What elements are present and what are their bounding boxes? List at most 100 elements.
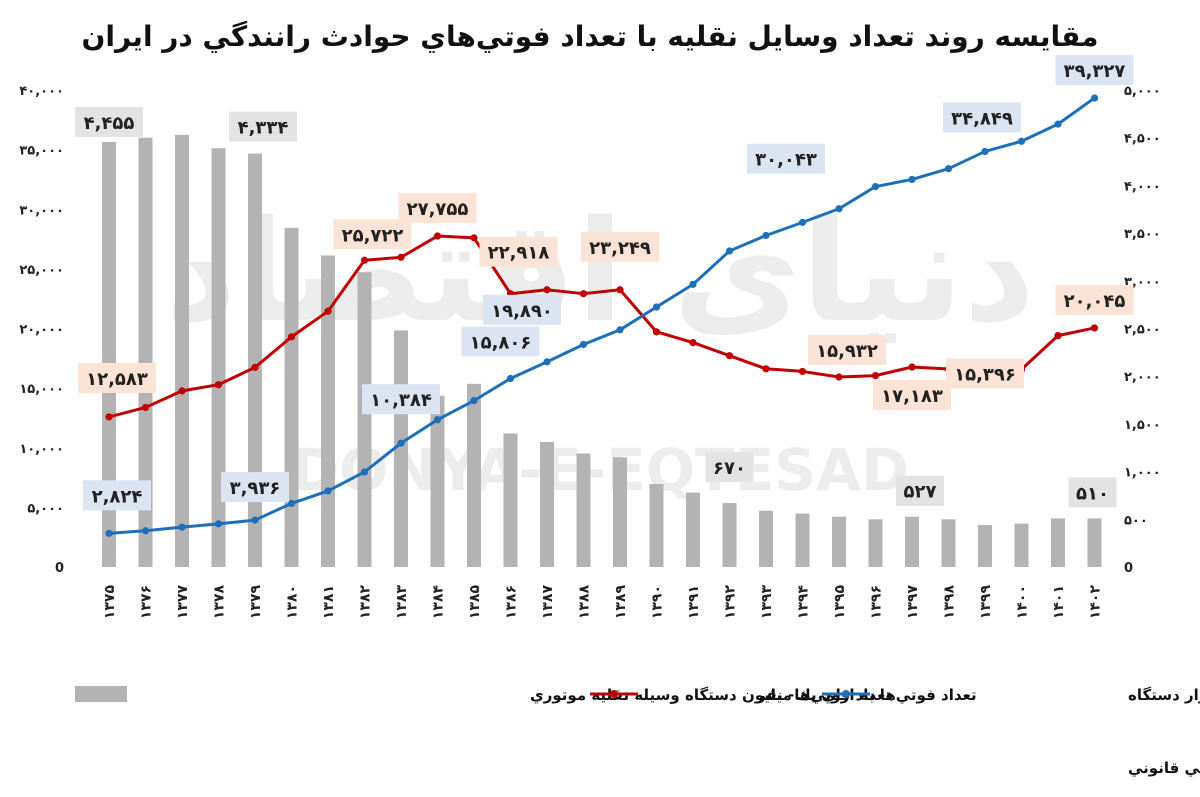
left-axis: 0 ۵,۰۰۰ ۱۰,۰۰۰ ۱۵,۰۰۰ ۲۰,۰۰۰ ۲۵,۰۰۰ ۳۰,۰۰۰ ۳۵,۰… <box>19 84 64 576</box>
bar <box>649 484 664 567</box>
data-label: ۲۰,۰۴۵ <box>1064 291 1126 312</box>
bar <box>759 510 773 567</box>
bar <box>248 153 262 567</box>
data-label: ۲۵,۷۲۲ <box>342 225 404 246</box>
deaths-point <box>178 387 186 395</box>
right-axis-tick: ۳,۵۰۰ <box>1124 227 1161 242</box>
data-label-box <box>221 472 289 503</box>
left-axis-tick: ۱۵,۰۰۰ <box>19 382 64 397</box>
x-tick-label: ۱۳۹۳ <box>759 585 775 620</box>
data-label-box <box>896 475 944 506</box>
vehicles-point <box>287 499 296 508</box>
vehicles-point <box>652 303 661 311</box>
legend-label-bars: تعداد فوتي‌ها به ازاي يك ميليون دستگاه و… <box>530 686 977 705</box>
x-tick-label: ۱۳۸۱ <box>321 585 337 619</box>
data-label-box <box>1055 55 1134 86</box>
deaths-point <box>360 256 369 264</box>
data-label: ۱۵,۸۰۶ <box>470 333 532 354</box>
data-label-box <box>943 102 1021 133</box>
x-tick-label: ۱۳۸۴ <box>431 585 447 620</box>
x-tick-label: ۱۳۷۵ <box>102 585 118 620</box>
x-tick-label: ۱۳۷۸ <box>212 585 228 620</box>
deaths-point <box>397 253 405 261</box>
x-tick-label: ۱۳۹۴ <box>796 585 812 620</box>
data-label-box <box>333 219 412 250</box>
data-label-box <box>873 380 951 411</box>
left-axis-tick: ۲۰,۰۰۰ <box>19 323 64 338</box>
x-tick-label: ۱۳۸۹ <box>613 585 629 620</box>
bar <box>430 395 445 567</box>
deaths-point <box>652 328 661 336</box>
bar <box>102 141 116 568</box>
vehicles-point <box>798 218 807 226</box>
data-label-box <box>705 452 754 483</box>
data-label: ۱۵,۳۹۶ <box>954 364 1016 385</box>
bar <box>175 134 189 567</box>
deaths-point <box>616 286 624 294</box>
vehicles-point <box>397 439 405 447</box>
vehicles-point <box>835 205 843 213</box>
x-tick-label: ۱۴۰۲ <box>1088 585 1104 620</box>
bar <box>138 137 153 567</box>
deaths-line <box>108 234 1095 419</box>
vehicles-point <box>981 147 989 156</box>
deaths-point <box>105 413 113 421</box>
vehicles-point <box>178 523 186 531</box>
left-axis-tick: ۴۰,۰۰۰ <box>19 84 64 99</box>
x-tick-label: ۱۳۷۹ <box>248 585 264 620</box>
deaths-point <box>141 403 150 412</box>
x-tick-label: ۱۴۰۱ <box>1051 585 1067 619</box>
bar <box>905 516 919 567</box>
x-tick-label: ۱۳۸۷ <box>540 585 556 620</box>
vehicles-point <box>324 487 332 495</box>
bar-series <box>102 134 1102 568</box>
bar <box>576 453 591 567</box>
data-label-box <box>483 294 561 325</box>
watermark-brand: DONYA-E-EQTESAD <box>291 436 909 504</box>
data-label-box <box>229 111 297 142</box>
x-tick-label: ۱۳۸۸ <box>577 585 593 620</box>
data-label: ۳۰,۰۴۳ <box>755 150 817 171</box>
x-tick-label: ۱۳۹۲ <box>723 585 739 620</box>
data-label-box <box>78 362 156 393</box>
data-label-box <box>1055 284 1134 315</box>
deaths-point <box>214 381 223 389</box>
data-label: ۴,۴۵۵ <box>84 113 135 134</box>
left-axis-tick: ۱۰,۰۰۰ <box>19 442 64 457</box>
right-axis-tick: ۲,۰۰۰ <box>1124 370 1161 385</box>
bar <box>1014 523 1029 567</box>
x-tick-label: ۱۳۸۶ <box>504 585 520 619</box>
data-label: ۳,۹۳۶ <box>230 478 281 499</box>
chart-title: مقایسه روند تعداد وسایل نقلیه با تعداد ف… <box>82 20 1099 53</box>
legend-label-vehicles: تعداد وسيله نقليه موتوري- هزار دستگاه <box>1128 686 1200 705</box>
data-label: ۲,۸۲۴ <box>92 486 143 507</box>
vehicles-point <box>1054 120 1062 128</box>
vehicles-point <box>543 358 551 366</box>
deaths-point <box>470 234 478 242</box>
data-label: ۲۲,۹۱۸ <box>488 243 550 264</box>
vehicles-point <box>1090 94 1099 102</box>
data-label: ۲۷,۷۵۵ <box>407 199 469 220</box>
deaths-point <box>762 365 770 373</box>
vehicles-point <box>214 520 223 528</box>
data-label-box <box>461 326 540 357</box>
right-axis-tick: ۲,۵۰۰ <box>1124 323 1161 338</box>
left-axis-tick: ۲۵,۰۰۰ <box>19 263 64 278</box>
data-label: ۱۹,۸۹۰ <box>491 301 553 322</box>
line-series <box>105 94 1099 537</box>
data-label-box <box>479 236 558 267</box>
vehicles-point <box>871 182 880 191</box>
bar <box>540 442 554 567</box>
vehicles-point <box>762 231 770 240</box>
data-label-box <box>1068 477 1117 508</box>
right-axis-tick: ۵,۰۰۰ <box>1124 84 1161 99</box>
vehicles-point <box>105 529 113 537</box>
legend: تعداد فوتي‌ها به ازاي يك ميليون دستگاه و… <box>75 686 1200 705</box>
data-label: ۱۲,۵۸۳ <box>86 369 148 390</box>
left-axis-tick: ۳۰,۰۰۰ <box>19 203 64 218</box>
bar <box>467 383 481 567</box>
deaths-point <box>287 333 296 341</box>
data-label-box <box>808 335 886 366</box>
vehicles-point <box>689 280 697 288</box>
